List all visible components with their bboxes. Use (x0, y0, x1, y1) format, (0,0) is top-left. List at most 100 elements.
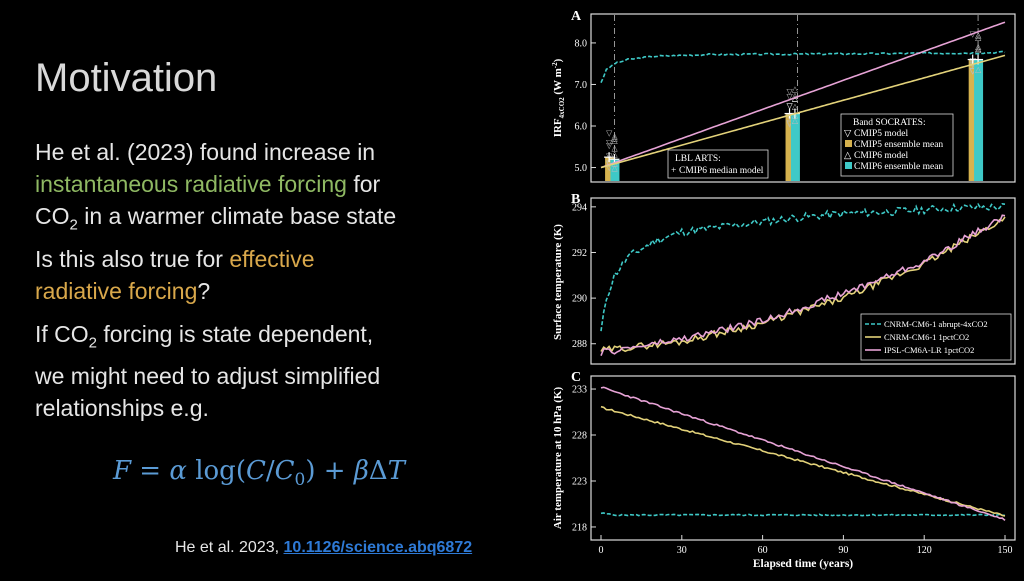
citation: He et al. 2023, 10.1126/science.abq6872 (175, 539, 472, 557)
ytick-label: 6.0 (575, 122, 588, 133)
irf-1pct-pink-line (600, 21, 1006, 169)
paragraph-finding: He et al. (2023) found increase in insta… (35, 136, 505, 242)
implication-line2: we might need to adjust simplified (35, 362, 381, 389)
ensemble-mean-bar (605, 157, 615, 181)
ensemble-mean-bar (610, 159, 620, 181)
ytick-label: 7.0 (575, 80, 588, 91)
legend-lbl-title: LBL ARTS: (675, 154, 721, 164)
model-triangle-icon: △ (611, 131, 618, 140)
model-triangle-icon: ▽ (606, 128, 613, 137)
ytick-label: 290 (572, 294, 587, 305)
panel-a-plot: ▽▽▽▽▽▽▽△△△△△△△▽▽▽▽▽▽▽△△△△△△△▽▽▽▽▽▽▽△△△△△… (600, 15, 1006, 181)
panel-a-frame (590, 13, 1016, 183)
finding-text-pre: He et al. (2023) found increase in (35, 139, 376, 165)
xtick-label: 120 (917, 545, 932, 556)
question-highlight-1: effective (229, 246, 315, 272)
panel-c-xticks: 0 30 60 90 120 150 (599, 535, 1013, 556)
paragraph-question: Is this also true for effective radiativ… (35, 243, 505, 307)
legend-socrates-title: Band SOCRATES: (853, 118, 926, 128)
model-triangle-icon: ▽ (970, 67, 977, 76)
legend-b-item: CNRM-CM6-1 abrupt-4xCO2 (884, 319, 988, 329)
ensemble-mean-bar (785, 113, 795, 181)
xtick-label: 30 (677, 545, 687, 556)
ytick-label: 228 (572, 431, 587, 442)
panel-c-yticks: 233 228 223 218 (572, 385, 596, 533)
model-triangle-icon: △ (975, 33, 982, 42)
model-triangle-icon: △ (975, 45, 982, 54)
ytick-label: 8.0 (575, 38, 588, 49)
eq-close: ) + (305, 456, 354, 486)
finding-text-post: for (353, 171, 381, 197)
panel-b-label: B (571, 192, 580, 207)
finding-text-end: in a warmer climate base state (77, 203, 397, 229)
model-triangle-icon: ▽ (606, 138, 613, 147)
forcing-equation: F = α log(C/C0) + βΔT (113, 456, 405, 490)
tas-abrupt-line (600, 202, 1006, 332)
model-triangle-icon: △ (792, 91, 799, 100)
model-triangle-icon: ▽ (970, 66, 977, 75)
model-triangle-icon: △ (975, 65, 982, 74)
ytick-label: 218 (572, 522, 587, 533)
question-highlight-2: radiative forcing (35, 278, 198, 304)
xtick-label: 60 (758, 545, 768, 556)
legend-cmip5-mean-swatch (845, 140, 852, 147)
implication-sub: 2 (88, 334, 98, 352)
panel-a-ylabel: IRF4xCO2 (W m-2) (551, 58, 566, 137)
eq-C0-sub: 0 (294, 470, 306, 491)
eq-alpha: α (169, 456, 187, 486)
legend-socrates-item: CMIP6 model (854, 151, 908, 161)
finding-co2-sub: 2 (69, 216, 78, 234)
xtick-label: 90 (838, 545, 848, 556)
panel-b-ylabel: Surface temperature (K) (552, 224, 564, 340)
t10-ipsl-1pct-line (600, 386, 1006, 522)
implication-line3: relationships e.g. (35, 394, 209, 421)
eq-C: C (245, 456, 266, 486)
panel-a-legend-lbl (667, 149, 769, 179)
paragraph-implication: If CO2 forcing is state dependent, we mi… (35, 318, 505, 424)
ytick-label: 292 (572, 248, 587, 259)
model-triangle-icon: ▽ (787, 87, 794, 96)
legend-cmip6-model-triangle-icon: △ (844, 151, 852, 161)
irf-abrupt-line (600, 50, 1006, 84)
legend-lbl-item: CMIP6 median model (679, 166, 764, 176)
question-pre: Is this also true for (35, 246, 230, 272)
xtick-label: 150 (998, 545, 1013, 556)
legend-socrates-item: CMIP6 ensemble mean (854, 162, 943, 172)
model-triangle-icon: ▽ (970, 66, 977, 75)
ytick-label: 223 (572, 476, 587, 487)
legend-socrates-item: CMIP5 ensemble mean (854, 140, 943, 150)
legend-socrates-item: CMIP5 model (854, 129, 908, 139)
legend-b-item: CNRM-CM6-1 1pctCO2 (884, 332, 969, 342)
ytick-label: 233 (572, 385, 587, 396)
model-triangle-icon: △ (975, 30, 982, 39)
panel-b-frame (590, 197, 1016, 365)
implication-b: forcing is state dependent, (97, 321, 374, 347)
model-triangle-icon: ▽ (787, 101, 794, 110)
ensemble-mean-bar (974, 59, 984, 181)
slide-title: Motivation (35, 56, 218, 100)
irf-1pct-yellow-line (600, 54, 1006, 169)
model-triangle-icon: ▽ (606, 163, 613, 172)
eq-equals: = (131, 456, 170, 486)
figure-panel: A IRF4xCO2 (W m-2) 8.07.06.05.0 ▽▽▽▽▽▽▽△… (543, 0, 1024, 576)
eq-slash: / (265, 456, 275, 486)
panel-a-yticks: 8.0 7.0 6.0 5.0 (575, 38, 596, 174)
model-triangle-icon: △ (611, 136, 618, 145)
model-triangle-icon: ▽ (606, 141, 613, 150)
finding-highlight: instantaneous radiative forcing (35, 171, 347, 197)
citation-text: He et al. 2023, (175, 539, 284, 556)
model-triangle-icon: ▽ (787, 118, 794, 127)
model-triangle-icon: ▽ (787, 101, 794, 110)
eq-T: T (387, 456, 405, 486)
legend-cmip6-mean-swatch (845, 162, 852, 169)
finding-co2: CO (35, 203, 70, 229)
panel-c-xlabel: Elapsed time (years) (753, 558, 853, 570)
legend-lbl-cross-icon: + (671, 166, 676, 176)
panel-b-yticks: 294 292 290 288 (572, 202, 596, 350)
tas-ipsl-1pct-line (600, 214, 1006, 356)
eq-beta: β (353, 456, 369, 486)
doi-link[interactable]: 10.1126/science.abq6872 (283, 539, 473, 556)
model-triangle-icon: △ (792, 116, 799, 125)
model-triangle-icon: △ (792, 85, 799, 94)
model-triangle-icon: ▽ (787, 119, 794, 128)
